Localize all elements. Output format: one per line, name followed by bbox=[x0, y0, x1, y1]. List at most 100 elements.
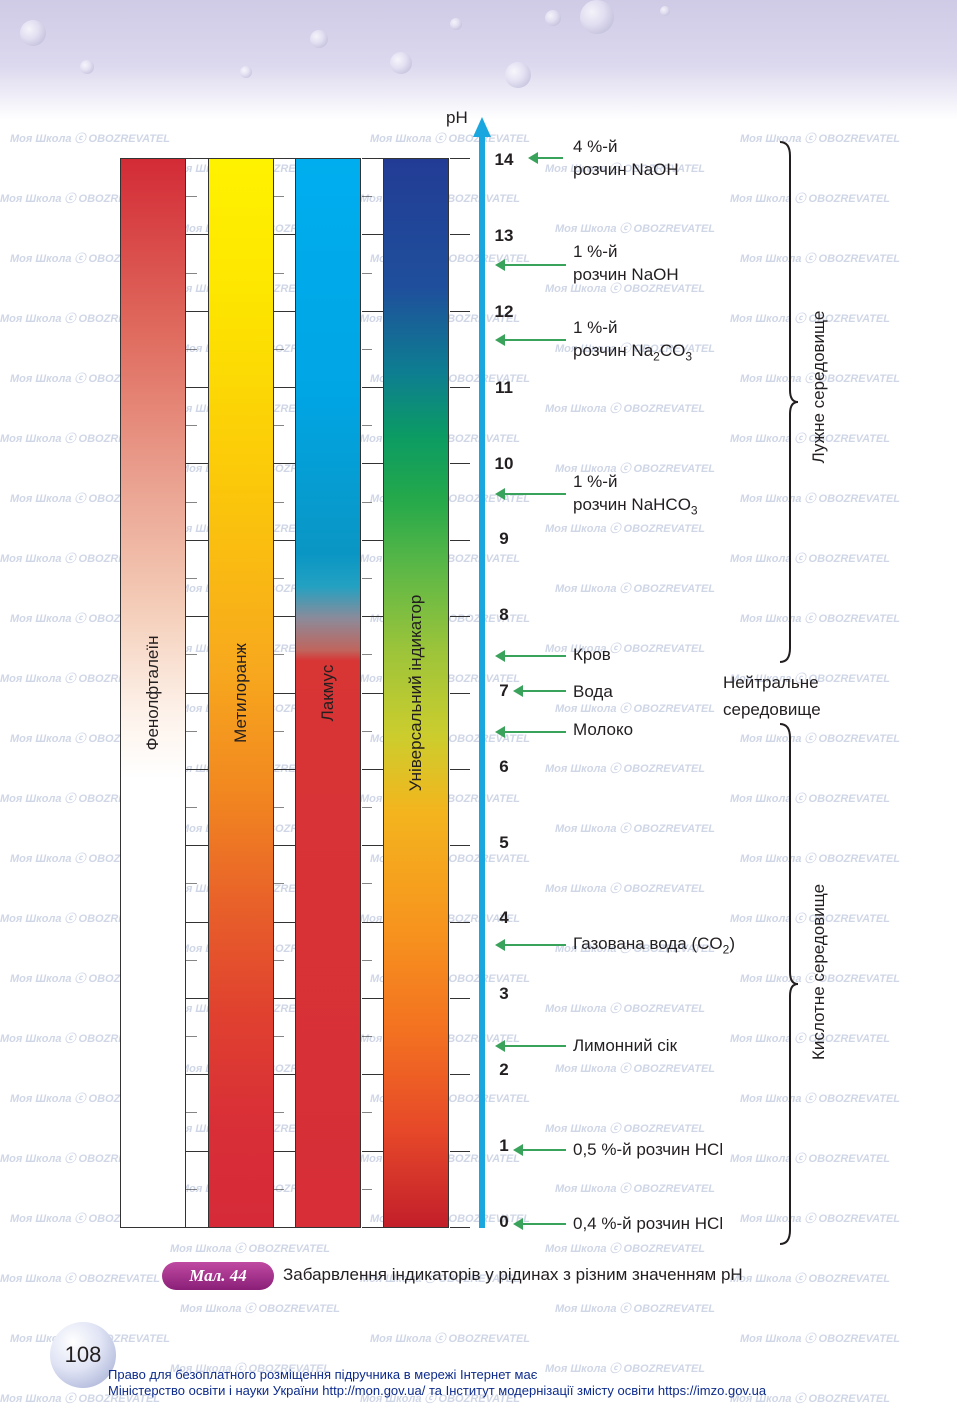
arrow-icon bbox=[513, 1144, 566, 1156]
tick-mark bbox=[362, 693, 383, 694]
bubble-decoration bbox=[20, 20, 46, 46]
tick-mark bbox=[274, 922, 295, 923]
watermark-text: Моя Школа ⓒ OBOZREVATEL bbox=[170, 1243, 331, 1255]
watermark-text: Моя Школа ⓒ OBOZREVATEL bbox=[740, 373, 901, 385]
neutral-environment-label: Нейтральне середовище bbox=[723, 673, 821, 719]
solution-label: 1 %-й розчин NaHCO3 bbox=[573, 472, 698, 518]
watermark-text: Моя Школа ⓒ OBOZREVATEL bbox=[730, 793, 891, 805]
arrow-icon bbox=[495, 1040, 566, 1052]
indicator-label: Фенолфталеїн bbox=[143, 635, 162, 751]
tick-mark bbox=[450, 616, 470, 617]
arrow-icon bbox=[495, 939, 566, 951]
tick-mark bbox=[186, 883, 197, 884]
tick-mark bbox=[274, 463, 295, 464]
tick-mark bbox=[362, 1112, 372, 1113]
tick-mark bbox=[274, 578, 284, 579]
tick-mark bbox=[186, 807, 197, 808]
tick-mark bbox=[274, 387, 295, 388]
tick-mark bbox=[362, 960, 372, 961]
arrow-icon bbox=[513, 685, 566, 697]
tick-mark bbox=[274, 654, 284, 655]
tick-mark bbox=[274, 960, 284, 961]
watermark-text: Моя Школа ⓒ OBOZREVATEL bbox=[545, 883, 706, 895]
tick-mark bbox=[362, 883, 372, 884]
watermark-text: Моя Школа ⓒ OBOZREVATEL bbox=[555, 1183, 716, 1195]
ph-value: 14 bbox=[494, 150, 514, 169]
arrow-icon bbox=[495, 726, 566, 738]
ph-value: 6 bbox=[499, 757, 509, 776]
watermark-text: Моя Школа ⓒ OBOZREVATEL bbox=[0, 1393, 161, 1405]
tick-mark bbox=[274, 196, 284, 197]
watermark-text: Моя Школа ⓒ OBOZREVATEL bbox=[740, 973, 901, 985]
phenolphthalein-strip: Фенолфталеїн bbox=[120, 158, 186, 1228]
watermark-text: Моя Школа ⓒ OBOZREVATEL bbox=[545, 643, 706, 655]
page-number: 108 bbox=[50, 1322, 116, 1388]
tick-mark bbox=[362, 311, 383, 312]
watermark-text: Моя Школа ⓒ OBOZREVATEL bbox=[555, 463, 716, 475]
litmus-strip: Лакмус bbox=[295, 158, 361, 1228]
arrow-icon bbox=[495, 259, 566, 271]
header-banner bbox=[0, 0, 957, 120]
acidic-environment-label: Кислотне середовище bbox=[809, 883, 828, 1061]
watermark-text: Моя Школа ⓒ OBOZREVATEL bbox=[360, 1273, 521, 1285]
ph-value: 9 bbox=[499, 529, 509, 548]
watermark-text: Моя Школа ⓒ OBOZREVATEL bbox=[740, 1333, 901, 1345]
tick-mark bbox=[274, 807, 284, 808]
tick-mark bbox=[186, 234, 208, 235]
tick-mark bbox=[274, 1074, 295, 1075]
watermark-text: Моя Школа ⓒ OBOZREVATEL bbox=[730, 1153, 891, 1165]
tick-mark bbox=[450, 1074, 470, 1075]
arrow-icon bbox=[528, 152, 563, 164]
tick-mark bbox=[450, 234, 470, 235]
watermark-text: Моя Школа ⓒ OBOZREVATEL bbox=[545, 403, 706, 415]
watermark-text: Моя Школа ⓒ OBOZREVATEL bbox=[730, 553, 891, 565]
watermark-text: Моя Школа ⓒ OBOZREVATEL bbox=[740, 493, 901, 505]
watermark-text: Моя Школа ⓒ OBOZREVATEL bbox=[545, 1363, 706, 1375]
tick-mark bbox=[274, 234, 295, 235]
watermark-text: Моя Школа ⓒ OBOZREVATEL bbox=[545, 1003, 706, 1015]
watermark-text: Моя Школа ⓒ OBOZREVATEL bbox=[740, 1093, 901, 1105]
tick-mark bbox=[450, 769, 470, 770]
tick-mark bbox=[186, 922, 208, 923]
tick-mark bbox=[186, 1151, 208, 1152]
watermark-text: Моя Школа ⓒ OBOZREVATEL bbox=[740, 1213, 901, 1225]
watermark-text: Моя Школа ⓒ OBOZREVATEL bbox=[555, 943, 716, 955]
watermark-text: Моя Школа ⓒ OBOZREVATEL bbox=[180, 1303, 341, 1315]
tick-mark bbox=[186, 502, 197, 503]
ph-value: 13 bbox=[494, 226, 514, 245]
tick-mark bbox=[362, 1227, 383, 1228]
ph-value: 1 bbox=[499, 1136, 509, 1155]
tick-mark bbox=[186, 196, 197, 197]
bubble-decoration bbox=[580, 0, 614, 34]
tick-mark bbox=[450, 845, 470, 846]
tick-mark bbox=[362, 1074, 383, 1075]
tick-mark bbox=[186, 1074, 208, 1075]
tick-mark bbox=[186, 273, 197, 274]
ph-axis-line bbox=[479, 133, 485, 1228]
tick-mark bbox=[186, 998, 208, 999]
solution-label: Вода bbox=[573, 682, 613, 701]
watermark-text: Моя Школа ⓒ OBOZREVATEL bbox=[740, 253, 901, 265]
tick-mark bbox=[362, 654, 372, 655]
tick-mark bbox=[450, 158, 470, 159]
universal-indicator-strip: Універсальний індикатор bbox=[383, 158, 449, 1228]
watermark-text: Моя Школа ⓒ OBOZREVATEL bbox=[545, 163, 706, 175]
arrow-icon bbox=[495, 488, 566, 500]
watermark-text: Моя Школа ⓒ OBOZREVATEL bbox=[545, 283, 706, 295]
tick-mark bbox=[186, 425, 197, 426]
watermark-text: Моя Школа ⓒ OBOZREVATEL bbox=[730, 913, 891, 925]
tick-mark bbox=[186, 1112, 197, 1113]
arrow-icon bbox=[495, 650, 566, 662]
tick-mark bbox=[274, 998, 295, 999]
tick-mark bbox=[186, 578, 197, 579]
tick-mark bbox=[362, 731, 372, 732]
watermark-text: Моя Школа ⓒ OBOZREVATEL bbox=[730, 1033, 891, 1045]
watermark-text: Моя Школа ⓒ OBOZREVATEL bbox=[545, 763, 706, 775]
tick-mark bbox=[362, 540, 383, 541]
tick-mark bbox=[274, 731, 284, 732]
indicator-label: Лакмус bbox=[318, 664, 337, 722]
ph-value: 3 bbox=[499, 984, 509, 1003]
solution-label: Молоко bbox=[573, 720, 634, 739]
solution-label: 0,4 %-й розчин HCl bbox=[573, 1214, 724, 1233]
tick-mark bbox=[274, 540, 295, 541]
